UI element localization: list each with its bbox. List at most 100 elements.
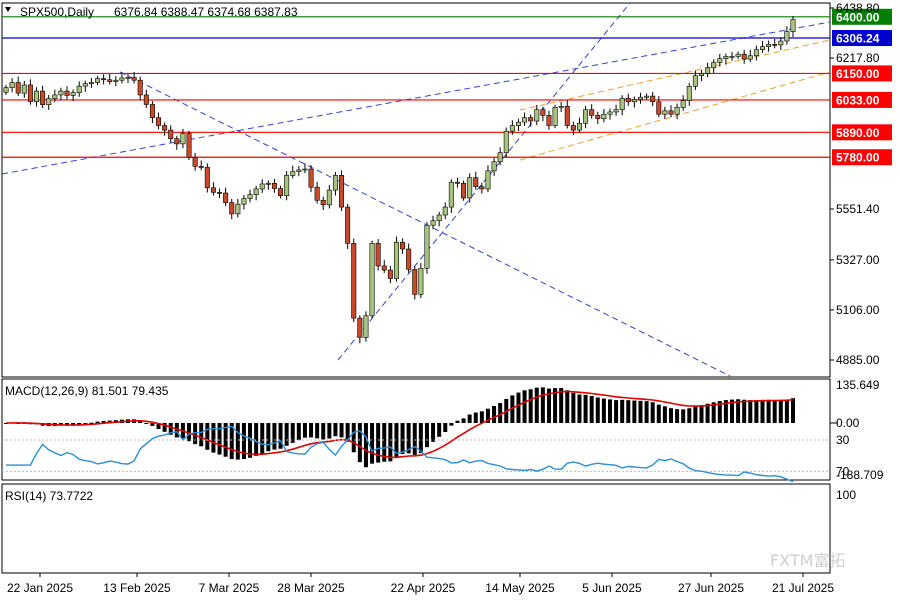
candle <box>290 165 296 179</box>
price-tick-label: 5327.00 <box>836 253 880 267</box>
candle-body <box>656 101 662 115</box>
candle-body <box>400 241 406 250</box>
candle <box>753 45 759 61</box>
candle <box>339 170 345 211</box>
candle <box>778 37 784 51</box>
candle-body <box>619 98 625 110</box>
candle-body <box>772 44 778 46</box>
macd-bar <box>601 398 606 423</box>
candle-body <box>259 183 265 190</box>
candle-body <box>778 40 784 46</box>
candle-body <box>753 49 759 57</box>
macd-bar <box>284 423 289 446</box>
candle-body <box>223 192 229 203</box>
candle <box>119 72 125 84</box>
macd-bar <box>315 423 320 439</box>
candle <box>668 105 674 118</box>
macd-bar <box>351 423 356 453</box>
macd-bar <box>156 423 161 430</box>
candle-body <box>674 107 680 115</box>
candle-body <box>326 189 332 206</box>
candle <box>3 84 9 95</box>
candle <box>680 95 686 111</box>
macd-bar <box>223 423 228 457</box>
macd-bar <box>235 423 240 460</box>
candle-body <box>723 56 729 59</box>
level-label-box <box>832 124 892 141</box>
macd-bar <box>626 400 631 423</box>
macd-bar <box>632 400 637 423</box>
candle <box>357 315 363 344</box>
macd-bar <box>162 423 167 432</box>
x-axis-label: 22 Apr 2025 <box>391 581 456 595</box>
candle-body <box>46 98 52 105</box>
macd-bar <box>339 423 344 438</box>
candle-body <box>198 166 204 168</box>
candle <box>430 215 436 230</box>
candle <box>473 171 479 190</box>
macd-bar <box>577 394 582 423</box>
candle <box>631 96 637 108</box>
macd-bar <box>309 423 314 438</box>
candle <box>351 238 357 323</box>
long-ascending-trendline <box>1 21 831 175</box>
candle-body <box>180 133 186 145</box>
candle <box>235 198 241 218</box>
candle <box>131 72 137 84</box>
macd-bar <box>431 423 436 442</box>
macd-bar <box>528 389 533 423</box>
candle <box>34 87 40 107</box>
dropdown-arrow-icon[interactable] <box>5 7 11 12</box>
candle <box>143 89 149 109</box>
candle <box>101 74 107 85</box>
candle-body <box>497 152 503 163</box>
rsi-tick-label: 100 <box>836 488 856 502</box>
candle-body <box>88 82 94 84</box>
macd-bar <box>510 395 515 423</box>
price-tick-label: 5106.00 <box>836 303 880 317</box>
ohlc-label: 6376.84 6388.47 6374.68 6387.83 <box>114 5 298 19</box>
candle-body <box>558 105 564 108</box>
candle-body <box>503 130 509 154</box>
candle <box>759 41 765 53</box>
candle-body <box>76 85 82 93</box>
macd-bar <box>516 392 521 423</box>
candle-body <box>241 198 247 205</box>
x-axis-label: 14 May 2025 <box>485 581 555 595</box>
price-pane <box>1 2 831 378</box>
candle <box>607 108 613 120</box>
candle <box>125 73 131 83</box>
macd-bar <box>717 401 722 423</box>
macd-bar <box>370 423 375 464</box>
candle <box>589 104 595 119</box>
candle-body <box>345 206 351 244</box>
candle-body <box>698 73 704 76</box>
candle-body <box>467 177 473 199</box>
level-label-box <box>832 30 892 47</box>
candle-body <box>308 168 314 188</box>
candle <box>644 93 650 100</box>
macd-bar <box>443 423 448 432</box>
trendlines <box>1 2 831 377</box>
candle <box>747 49 753 63</box>
candle <box>320 196 326 211</box>
candle <box>705 62 711 78</box>
candle <box>345 203 351 249</box>
candle-body <box>412 269 418 295</box>
rsi-tick-label: 70 <box>836 464 850 478</box>
macd-label: MACD(12,26,9) 81.501 79.435 <box>5 384 169 398</box>
macd-bar <box>595 397 600 423</box>
x-axis-label: 7 Mar 2025 <box>199 581 260 595</box>
price-tick-label: 6217.80 <box>836 51 880 65</box>
candle-body <box>149 104 155 118</box>
candle-body <box>204 167 210 189</box>
candle-body <box>387 269 393 279</box>
x-axis-label: 13 Feb 2025 <box>103 581 171 595</box>
candle-body <box>271 182 277 189</box>
candle <box>686 82 692 106</box>
candle <box>113 76 119 87</box>
candle <box>88 77 94 88</box>
macd-bar <box>418 423 423 454</box>
candle <box>515 118 521 131</box>
